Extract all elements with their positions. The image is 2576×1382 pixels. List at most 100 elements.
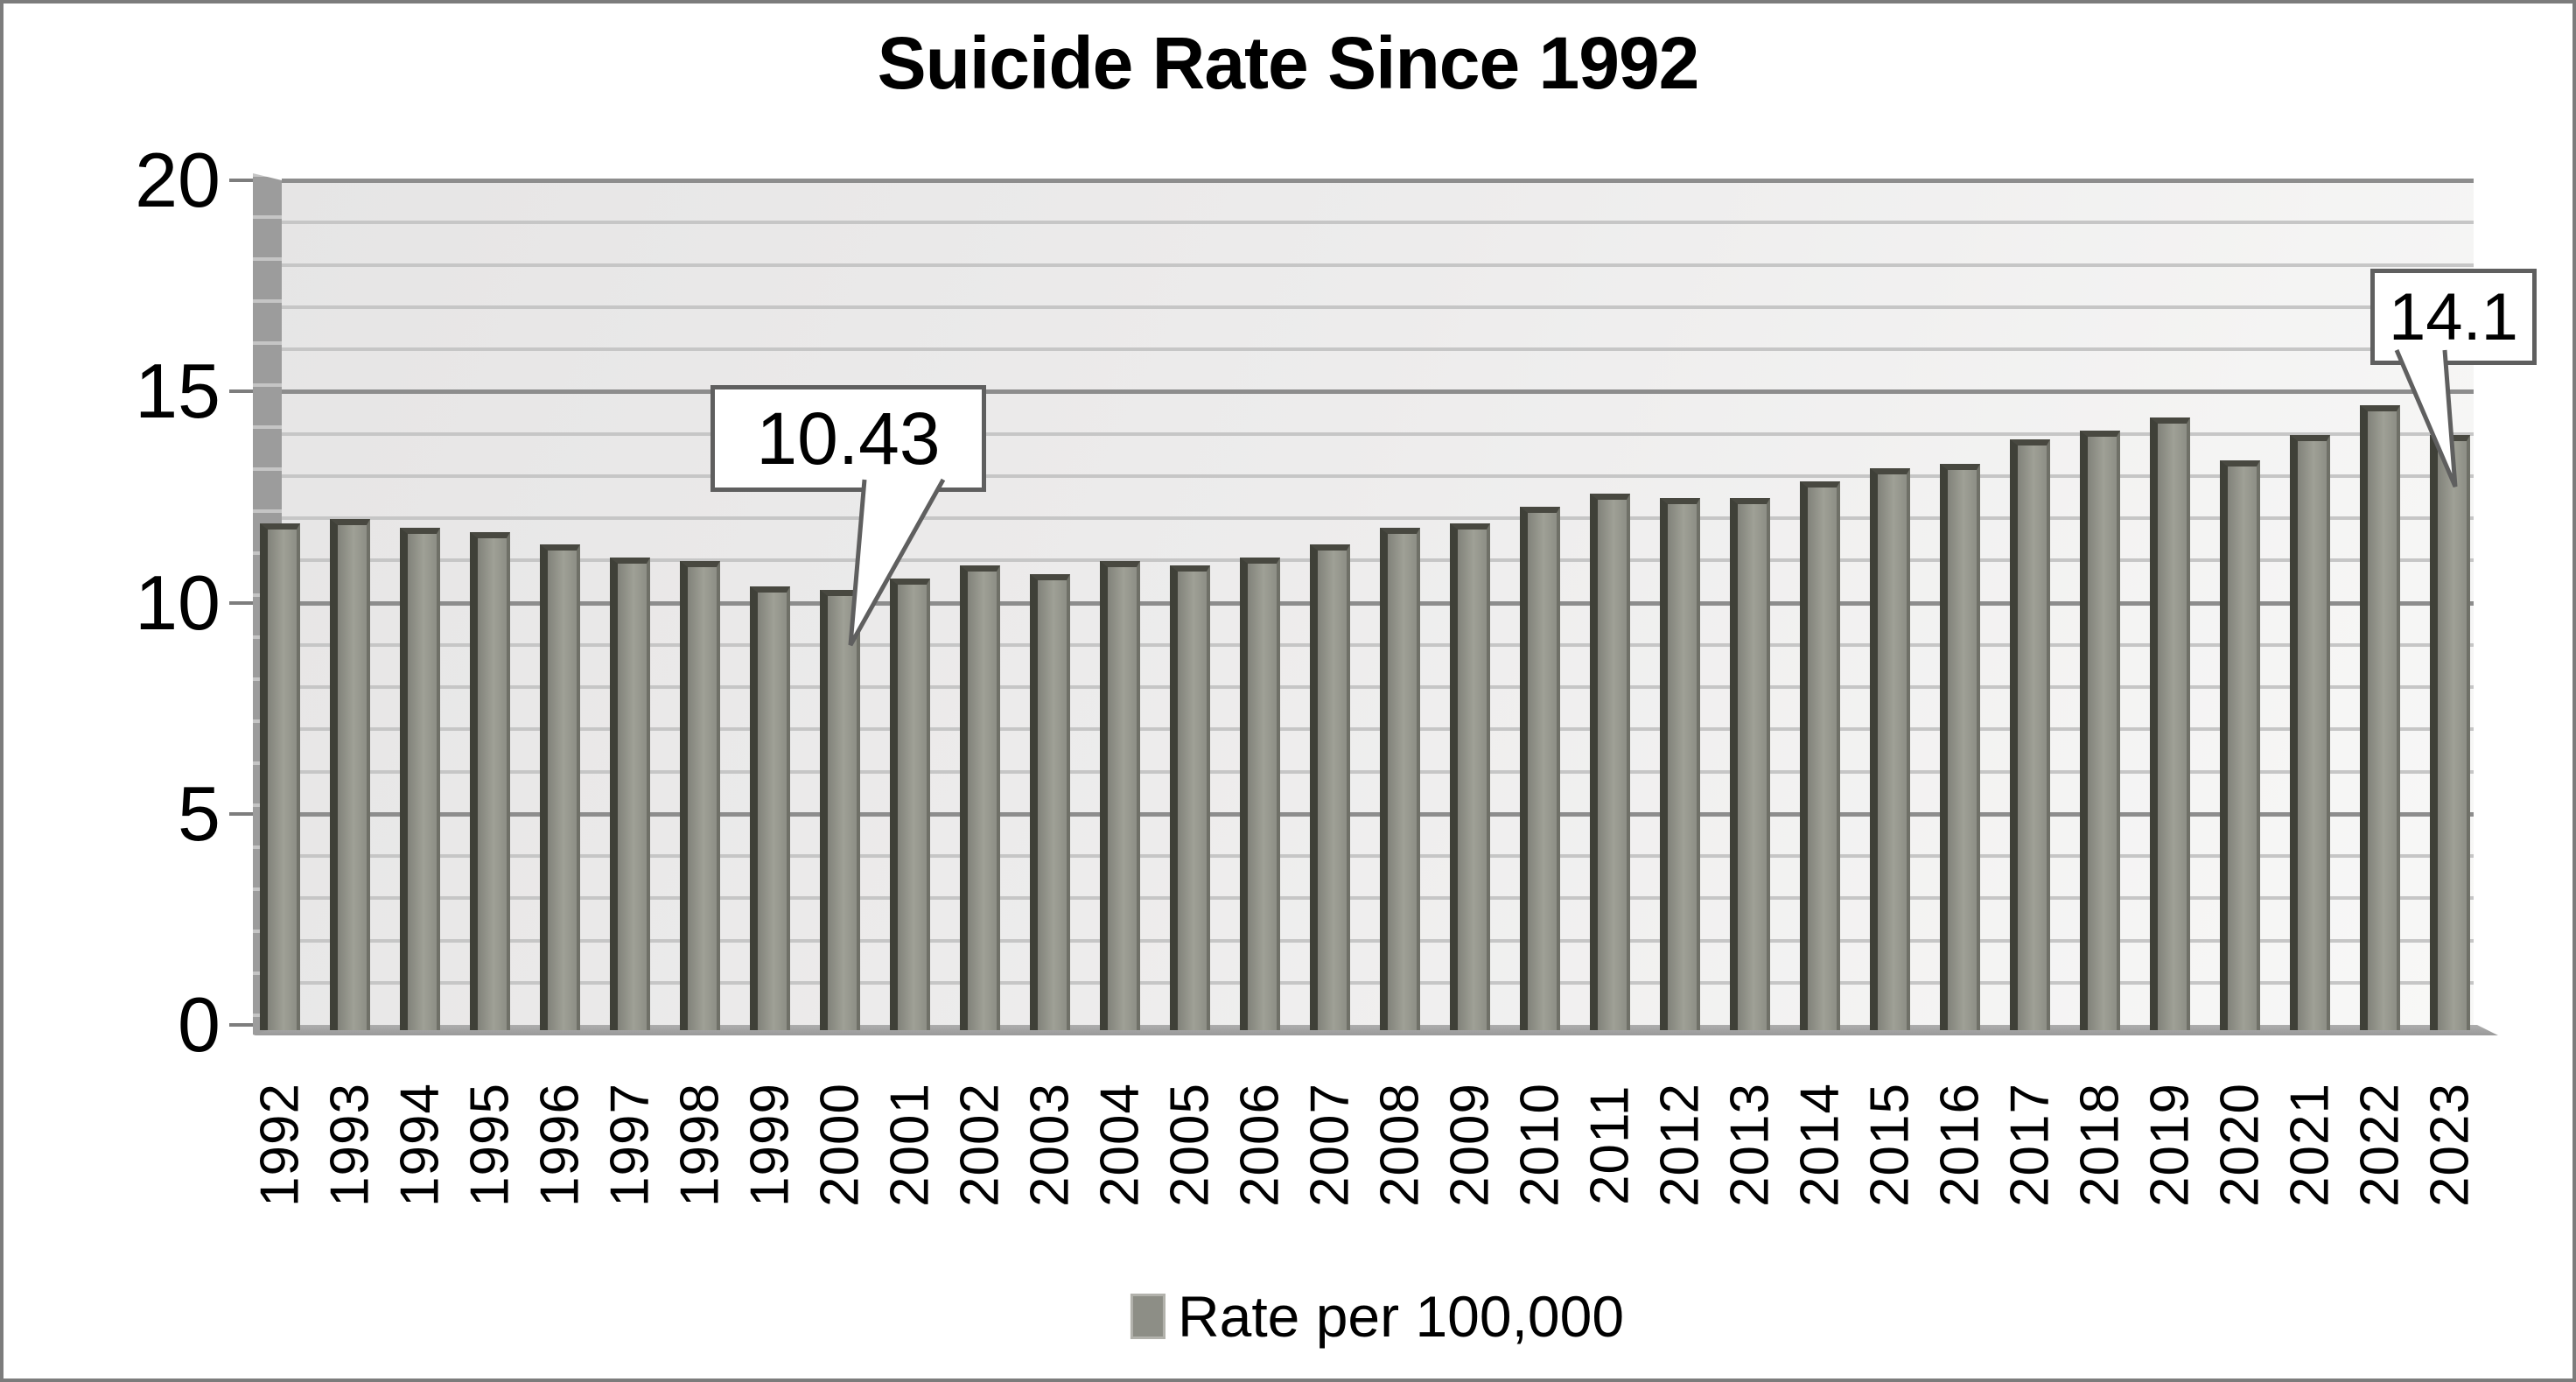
bar-1994 [400, 527, 440, 1030]
gridline-16 [282, 347, 2474, 351]
callout-2023-value: 14.1 [2389, 279, 2518, 354]
x-axis-label-1993: 1993 [319, 1083, 381, 1207]
x-axis-label-2009: 2009 [1439, 1083, 1501, 1207]
x-axis-label-2007: 2007 [1299, 1083, 1361, 1207]
gridline-13 [282, 474, 2474, 478]
x-axis-label-2015: 2015 [1859, 1083, 1921, 1207]
x-axis-label-2004: 2004 [1089, 1083, 1151, 1207]
gridline-19 [282, 221, 2474, 225]
y-axis-label-0: 0 [178, 981, 220, 1068]
axis-floor-3d [253, 1025, 2498, 1035]
gridline-15 [282, 389, 2474, 395]
x-axis-label-2000: 2000 [809, 1083, 871, 1207]
x-axis-label-1996: 1996 [529, 1083, 591, 1207]
x-axis-label-1994: 1994 [389, 1083, 451, 1207]
x-axis-label-1995: 1995 [459, 1083, 521, 1207]
gridline-4 [282, 854, 2474, 858]
gridline-1 [282, 980, 2474, 985]
bar-2001 [890, 578, 930, 1030]
x-axis-label-2021: 2021 [2279, 1083, 2341, 1207]
bar-2004 [1100, 561, 1140, 1030]
bar-2012 [1660, 498, 1700, 1030]
y-axis-tick-20 [229, 179, 258, 182]
bar-1997 [610, 557, 650, 1030]
x-axis-label-2023: 2023 [2419, 1083, 2481, 1207]
bar-1999 [750, 586, 790, 1030]
bar-2016 [1940, 464, 1980, 1030]
bar-2000 [820, 589, 860, 1030]
x-axis-label-2013: 2013 [1719, 1083, 1781, 1207]
legend-label: Rate per 100,000 [1177, 1284, 1625, 1349]
bar-2008 [1380, 527, 1420, 1030]
bar-1995 [470, 531, 510, 1030]
y-axis-tick-10 [229, 600, 258, 605]
bar-2010 [1520, 506, 1560, 1030]
bar-2023 [2430, 434, 2470, 1030]
x-axis-label-2001: 2001 [879, 1083, 941, 1207]
legend-marker [1130, 1294, 1166, 1339]
gridline-9 [282, 642, 2474, 647]
gridline-3 [282, 896, 2474, 901]
x-axis-label-2016: 2016 [1929, 1083, 1991, 1207]
bar-2003 [1030, 573, 1070, 1030]
bar-1992 [260, 523, 300, 1030]
callout-2023: 14.1 [2370, 269, 2537, 365]
x-axis-label-1998: 1998 [669, 1083, 731, 1207]
bar-2006 [1240, 557, 1280, 1030]
gridline-17 [282, 305, 2474, 309]
bar-1998 [680, 561, 720, 1030]
x-axis-label-2006: 2006 [1229, 1083, 1291, 1207]
x-axis-label-2014: 2014 [1789, 1083, 1851, 1207]
bar-1996 [540, 544, 580, 1030]
gridline-14 [282, 431, 2474, 436]
x-axis-label-2003: 2003 [1019, 1083, 1081, 1207]
gridline-12 [282, 516, 2474, 520]
x-axis-label-1992: 1992 [249, 1083, 311, 1207]
y-axis-tick-15 [229, 389, 258, 394]
bar-2002 [960, 565, 1000, 1030]
chart-title: Suicide Rate Since 1992 [877, 22, 1700, 104]
y-axis-label-5: 5 [178, 769, 220, 857]
y-axis-label-10: 10 [135, 558, 220, 646]
x-axis-label-2005: 2005 [1159, 1083, 1221, 1207]
gridline-18 [282, 263, 2474, 267]
x-axis-label-2011: 2011 [1579, 1084, 1641, 1205]
bar-2007 [1310, 544, 1350, 1030]
bar-2021 [2290, 434, 2330, 1030]
bar-2014 [1800, 481, 1840, 1030]
y-axis-label-20: 20 [135, 137, 220, 223]
gridline-5 [282, 811, 2474, 817]
legend: Rate per 100,000 [1130, 1283, 1624, 1350]
bar-2015 [1870, 468, 1910, 1030]
bar-2022 [2360, 404, 2400, 1030]
x-axis-label-2019: 2019 [2139, 1083, 2201, 1207]
y-axis-tick-0 [229, 1023, 258, 1027]
gridline-11 [282, 558, 2474, 563]
x-axis-label-2022: 2022 [2349, 1083, 2411, 1207]
x-axis-label-1997: 1997 [599, 1083, 661, 1207]
gridline-20 [282, 179, 2474, 183]
x-axis-label-2012: 2012 [1649, 1083, 1711, 1207]
bar-2017 [2010, 438, 2050, 1030]
bar-2005 [1170, 565, 1210, 1030]
gridline-7 [282, 727, 2474, 732]
bar-2013 [1730, 498, 1770, 1030]
x-axis-label-2008: 2008 [1369, 1083, 1431, 1207]
x-axis-label-2020: 2020 [2209, 1083, 2271, 1207]
bar-1993 [330, 519, 370, 1030]
gridline-10 [282, 600, 2474, 606]
callout-2000-value: 10.43 [756, 396, 941, 480]
bar-2019 [2150, 417, 2190, 1030]
bar-2009 [1450, 523, 1490, 1030]
x-axis-label-2002: 2002 [949, 1083, 1011, 1207]
gridline-6 [282, 769, 2474, 774]
bar-2018 [2080, 430, 2120, 1030]
y-axis-tick-5 [229, 811, 258, 816]
y-axis-label-15: 15 [135, 347, 220, 435]
gridline-2 [282, 938, 2474, 943]
callout-2000: 10.43 [710, 385, 986, 492]
x-axis-label-1999: 1999 [739, 1083, 801, 1207]
bar-2020 [2220, 459, 2260, 1030]
x-axis-label-2010: 2010 [1509, 1083, 1571, 1207]
gridline-8 [282, 685, 2474, 689]
